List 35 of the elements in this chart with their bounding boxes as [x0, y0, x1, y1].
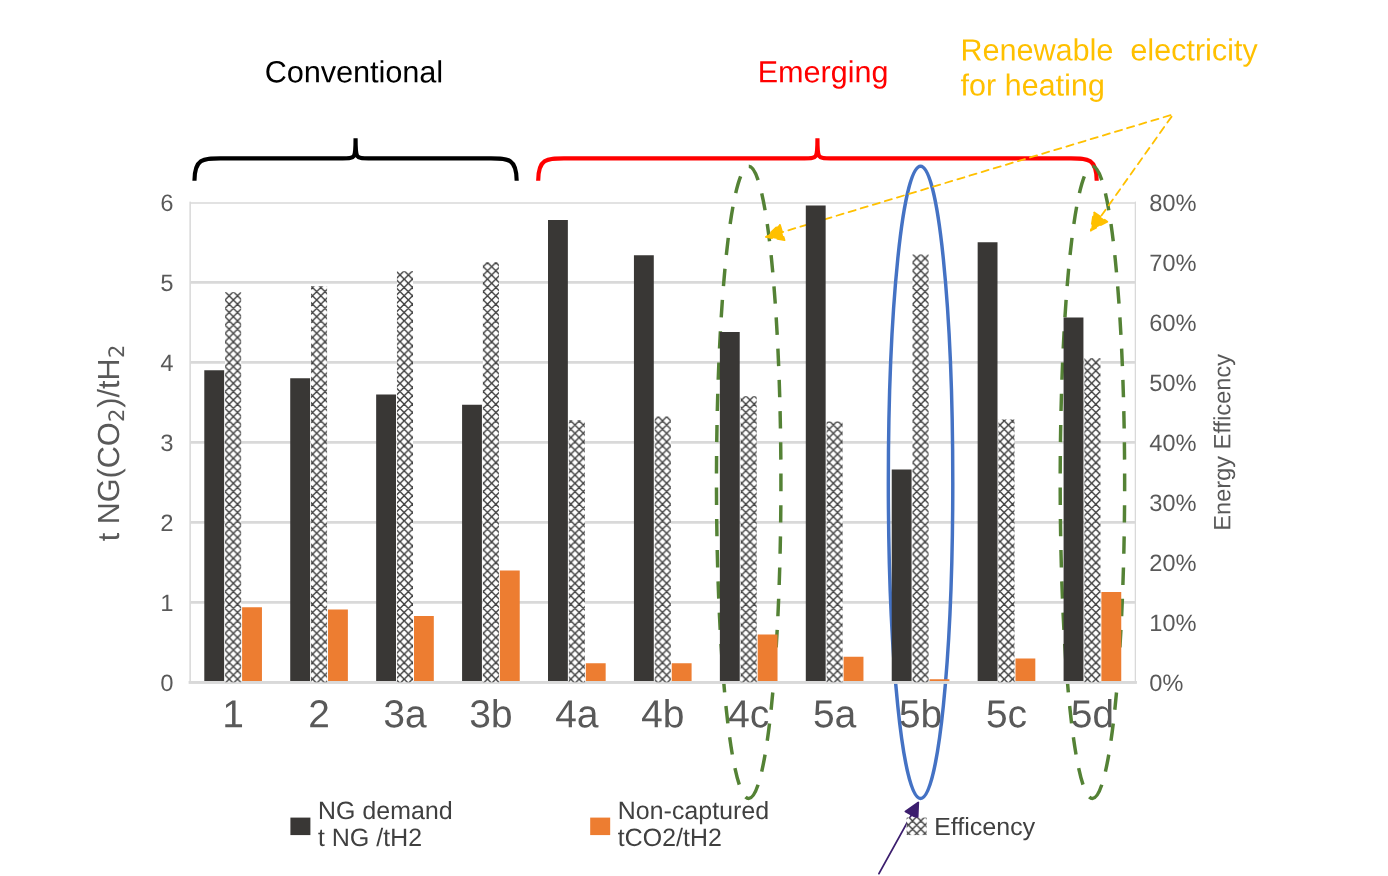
y-tick-label: 2	[161, 514, 173, 531]
x-tick-label: 5c	[987, 700, 1026, 728]
y2-axis-title: Energy Efficency	[1213, 354, 1236, 529]
y2-tick-label: 10%	[1151, 614, 1196, 632]
y-tick-label: 5	[161, 274, 173, 292]
y2-tick-label: 70%	[1150, 254, 1196, 272]
x-tick-label: 4c	[729, 700, 769, 728]
y2-tick-label: 60%	[1150, 314, 1196, 332]
x-tick-label: 3b	[470, 699, 511, 728]
text: Emerging	[760, 60, 887, 89]
text: Renewable electricity for heating	[960, 38, 1258, 102]
x-tick-label: 3a	[384, 700, 427, 728]
y2-tick-label: 80%	[1150, 194, 1196, 212]
y2-tick-label: 20%	[1150, 554, 1196, 572]
y-tick-label: 3	[161, 434, 173, 452]
legend-label: Non-captured tCO2/tH2	[618, 800, 768, 847]
x-tick-label: 4b	[642, 699, 683, 728]
x-tick-label: 5a	[814, 700, 857, 728]
y2-tick-label: 0%	[1150, 674, 1183, 692]
y-axis-title: t NG(CO$_{2}$)/tH$_{2}$	[96, 346, 126, 541]
y-tick-label: 6	[161, 194, 173, 212]
y2-tick-label: 30%	[1150, 494, 1196, 512]
x-tick-label: 4a	[556, 700, 599, 728]
x-tick-label: 5b	[900, 699, 941, 728]
y-tick-label: 4	[160, 354, 173, 371]
y-tick-label: 1	[162, 594, 173, 611]
x-tick-label: 1	[225, 700, 243, 728]
y-tick-label: 0	[161, 674, 173, 692]
legend-label: NG demand t NG /tH2	[318, 800, 452, 847]
y2-tick-label: 40%	[1149, 434, 1196, 452]
x-tick-label: 2	[310, 700, 328, 728]
y2-tick-label: 50%	[1150, 374, 1196, 392]
legend-label: Efficency	[936, 816, 1036, 841]
x-tick-label: 5d	[1072, 699, 1112, 728]
text: Conventional	[266, 60, 442, 83]
